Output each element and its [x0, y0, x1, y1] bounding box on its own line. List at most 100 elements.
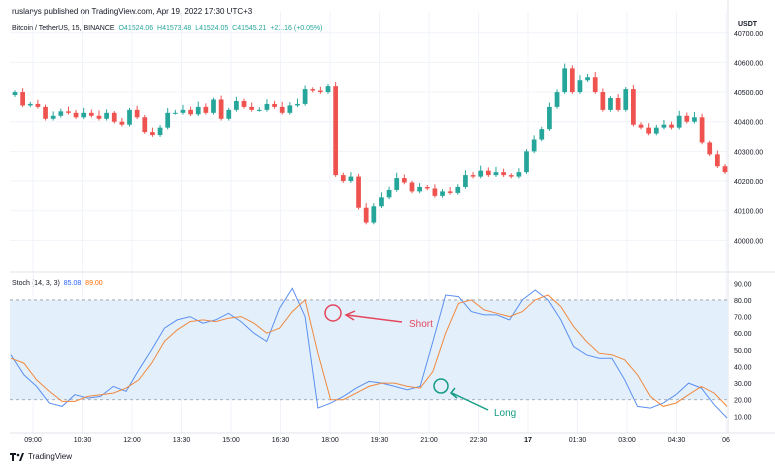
candle-body: [424, 186, 430, 189]
stoch-series-pct-d: [10, 294, 728, 407]
candle-body: [50, 115, 56, 119]
candle-body: [447, 191, 453, 193]
candle-body: [623, 89, 629, 110]
stoch-tick-label: 90.00: [734, 281, 752, 288]
candle-body: [111, 112, 117, 122]
candle-body: [27, 103, 33, 106]
stoch-tick-label: 70.00: [734, 315, 752, 322]
candle-body: [646, 127, 652, 134]
short-signal-circle: [324, 304, 342, 322]
time-tick-label: 03:00: [618, 437, 636, 444]
stoch-series-pct-k: [10, 287, 728, 419]
candle-body: [409, 182, 415, 192]
candle-body: [340, 175, 346, 182]
candle-body: [119, 121, 125, 125]
candle-body: [58, 111, 64, 116]
candle-body: [249, 106, 255, 110]
candle-body: [516, 172, 522, 177]
candle-body: [615, 98, 621, 110]
stoch-tick-label: 10.00: [734, 414, 752, 421]
price-tick-label: 40200.00: [734, 179, 763, 186]
stoch-tick-label: 40.00: [734, 364, 752, 371]
candle-body: [661, 124, 667, 128]
candle-body: [172, 112, 178, 114]
time-tick-label: 12:00: [123, 437, 141, 444]
candle-body: [12, 92, 18, 96]
candle-body: [310, 89, 316, 91]
candle-body: [234, 100, 239, 110]
long-arrow: [451, 392, 489, 411]
candle-body: [714, 154, 720, 167]
candle-body: [669, 124, 674, 128]
candle-body: [203, 106, 209, 113]
candle-body: [684, 115, 690, 122]
candle-body: [211, 99, 216, 113]
candle-body: [440, 191, 445, 196]
candle-body: [81, 112, 87, 118]
stoch-axis: 90.00 80.00 70.00 60.00 50.00 40.00 30.00 20.00…: [734, 281, 752, 421]
price-tick-label: 40600.00: [734, 60, 763, 67]
price-tick-label: 40000.00: [734, 238, 763, 245]
time-tick-label: 09:00: [24, 437, 42, 444]
stoch-k-value: 85.08: [63, 280, 82, 287]
candle-body: [379, 197, 384, 207]
time-tick-label: 21:00: [420, 437, 438, 444]
time-tick-label: 13:30: [173, 437, 191, 444]
footer-brand[interactable]: TradingView: [10, 452, 72, 461]
stoch-tick-label: 20.00: [734, 398, 752, 405]
time-tick-label: 01:30: [569, 437, 587, 444]
candle-body: [218, 99, 224, 119]
candle-body: [417, 186, 422, 192]
stoch-label: Stoch (14, 3, 3): [12, 280, 60, 287]
ohlc-close: C41545.21: [232, 25, 267, 32]
short-label: Short: [409, 319, 433, 330]
time-tick-label: 10:30: [74, 437, 92, 444]
candle-body: [386, 189, 392, 198]
candle-body: [287, 105, 293, 113]
candle-body: [241, 100, 247, 107]
time-tick-label: 16:30: [272, 437, 290, 444]
candle-body: [631, 89, 636, 125]
candle-body: [104, 112, 109, 119]
ohlc-open: O41524.06: [118, 25, 154, 32]
annotations: Short Long: [324, 304, 516, 419]
time-tick-label: 15:00: [222, 437, 240, 444]
candle-body: [256, 109, 262, 111]
short-arrow-head: [344, 310, 356, 321]
long-label: Long: [494, 408, 516, 419]
candle-body: [142, 117, 148, 133]
candle-body: [569, 68, 575, 93]
candle-body: [432, 188, 438, 196]
tradingview-logo-icon: [10, 452, 24, 461]
footer-brand-text: TradingView: [28, 452, 73, 461]
stoch-legend: Stoch (14, 3, 3) 85.08 89.00: [12, 280, 103, 287]
candle-body: [180, 109, 186, 113]
stoch-tick-label: 60.00: [734, 331, 752, 338]
candle-body: [478, 170, 484, 177]
candle-body: [302, 89, 308, 104]
candle-body: [318, 90, 323, 93]
candle-body: [272, 103, 277, 107]
time-tick-label: 19:30: [371, 437, 389, 444]
stoch-lines: [10, 287, 728, 419]
candle-body: [470, 175, 476, 177]
candle-body: [43, 106, 48, 119]
ohlc-change: +21.16 (+0.05%): [270, 25, 323, 32]
candle-body: [226, 109, 232, 119]
candle-body: [356, 176, 361, 208]
candle-body: [127, 109, 132, 125]
candle-body: [676, 115, 682, 128]
time-tick-label: 06: [722, 437, 730, 444]
candle-body: [134, 109, 140, 118]
candle-body: [157, 127, 163, 136]
candle-body: [592, 77, 598, 93]
candle-body: [539, 129, 545, 140]
long-arrow-head: [449, 387, 458, 399]
long-signal-circle: [433, 378, 449, 394]
candle-body: [554, 92, 560, 107]
candle-body: [401, 178, 407, 183]
candle-body: [371, 206, 377, 223]
candle-body: [394, 178, 400, 190]
candle-body: [35, 103, 41, 107]
